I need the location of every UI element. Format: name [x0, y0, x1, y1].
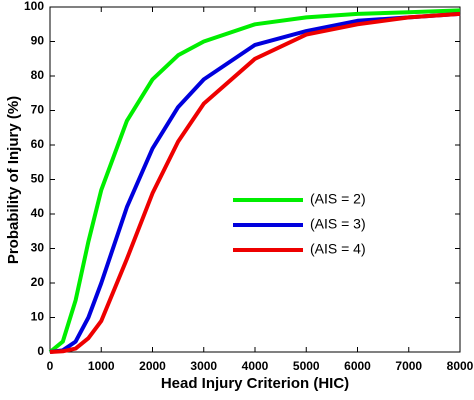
- y-tick-label: 90: [31, 34, 45, 48]
- legend-label: (AIS = 3): [310, 216, 366, 232]
- y-tick-label: 10: [31, 310, 45, 324]
- x-tick-label: 4000: [242, 359, 269, 373]
- legend-label: (AIS = 2): [310, 191, 366, 207]
- line: [48, 8, 461, 354]
- y-axis-label: Probability of Injury (%): [5, 96, 22, 264]
- y-tick-label: 30: [31, 241, 45, 255]
- legend-label: (AIS = 4): [310, 241, 366, 257]
- x-tick-label: 2000: [139, 359, 166, 373]
- y-tick-label: 70: [31, 103, 45, 117]
- y-tick-label: 20: [31, 275, 45, 289]
- x-tick-label: 0: [47, 359, 54, 373]
- x-axis-label: Head Injury Criterion (HIC): [161, 375, 349, 392]
- x-tick-label: 8000: [447, 359, 474, 373]
- y-tick-label: 100: [24, 0, 44, 13]
- y-tick-label: 80: [31, 68, 45, 82]
- x-tick-label: 7000: [395, 359, 422, 373]
- y-tick-label: 50: [31, 172, 45, 186]
- line: [49, 11, 461, 354]
- y-tick-label: 60: [31, 137, 45, 151]
- x-tick-label: 5000: [293, 359, 320, 373]
- line: [49, 11, 461, 354]
- x-tick-label: 1000: [88, 359, 115, 373]
- x-tick-label: 3000: [190, 359, 217, 373]
- y-tick-label: 40: [31, 206, 45, 220]
- plot-frame: [49, 6, 461, 353]
- y-tick-label: 0: [37, 344, 44, 358]
- x-tick-label: 6000: [344, 359, 371, 373]
